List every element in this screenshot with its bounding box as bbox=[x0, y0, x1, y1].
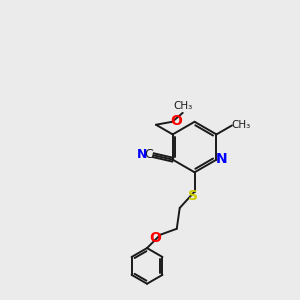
Text: O: O bbox=[149, 231, 161, 245]
Text: S: S bbox=[188, 189, 198, 203]
Text: C: C bbox=[144, 148, 153, 161]
Text: CH₃: CH₃ bbox=[173, 101, 192, 111]
Text: N: N bbox=[136, 148, 147, 161]
Text: O: O bbox=[170, 114, 182, 128]
Text: N: N bbox=[216, 152, 228, 166]
Text: CH₃: CH₃ bbox=[231, 120, 250, 130]
